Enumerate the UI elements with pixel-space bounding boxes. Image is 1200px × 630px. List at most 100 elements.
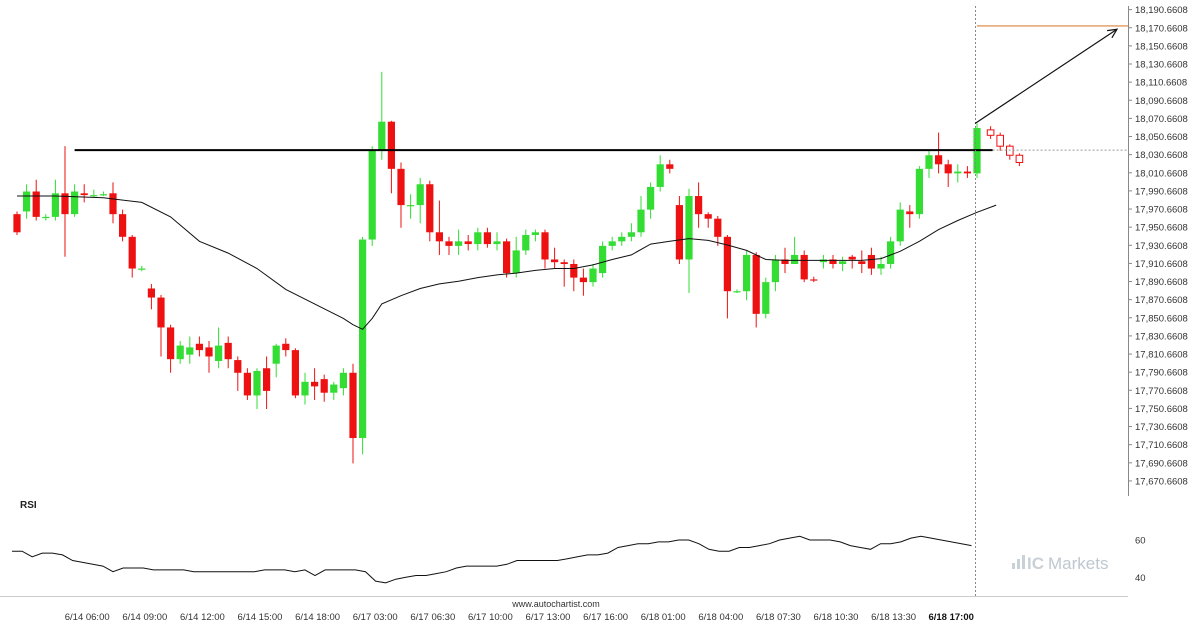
y-axis-ticks: 18,190.6608 18,170.6608 18,150.6608 18,130.… bbox=[1128, 5, 1188, 487]
candle-body bbox=[522, 235, 530, 251]
candle-body bbox=[685, 196, 693, 260]
candle-body bbox=[311, 381, 319, 387]
candle-body bbox=[733, 291, 741, 293]
x-axis-ticks: 6/14 06:00 6/14 09:00 6/14 12:00 6/14 15:00… bbox=[0, 596, 1128, 623]
candle-body bbox=[378, 121, 386, 151]
x-tick-label: 6/14 18:00 bbox=[295, 612, 340, 623]
candle-body bbox=[531, 232, 539, 236]
candle-body bbox=[128, 236, 136, 269]
x-tick-label: 6/17 06:30 bbox=[410, 612, 455, 623]
x-tick-label: 6/17 10:00 bbox=[468, 612, 513, 623]
candle-body bbox=[407, 205, 415, 207]
candle-body bbox=[119, 214, 127, 237]
candle-body bbox=[359, 239, 367, 439]
x-tick-label: 6/14 15:00 bbox=[238, 612, 283, 623]
y-tick-label: 17,930.6608 bbox=[1135, 241, 1188, 252]
y-tick-label: 17,910.6608 bbox=[1135, 259, 1188, 270]
candle-body bbox=[800, 254, 808, 280]
forecast-candle-body bbox=[986, 129, 995, 136]
forecast-candle-body bbox=[1015, 154, 1024, 163]
candle-body bbox=[176, 345, 184, 360]
x-tick-label: 6/14 09:00 bbox=[122, 612, 167, 623]
candle-body bbox=[147, 288, 155, 298]
candle-body bbox=[493, 241, 501, 245]
candle-body bbox=[695, 196, 703, 215]
y-tick-label: 17,890.6608 bbox=[1135, 277, 1188, 288]
y-tick-label: 17,710.6608 bbox=[1135, 440, 1188, 451]
candle-body bbox=[109, 193, 117, 215]
candle-body bbox=[243, 372, 251, 396]
candle-body bbox=[42, 216, 50, 219]
candle-body bbox=[608, 241, 616, 246]
candle-body bbox=[944, 164, 952, 174]
y-tick-label: 17,970.6608 bbox=[1135, 205, 1188, 216]
candle-body bbox=[627, 232, 635, 237]
candle-body bbox=[839, 261, 847, 265]
candle-body bbox=[234, 360, 242, 373]
candle-body bbox=[455, 241, 463, 246]
y-tick-label: 17,790.6608 bbox=[1135, 368, 1188, 379]
x-tick-label: 6/18 17:00 bbox=[928, 612, 973, 623]
candle-body bbox=[704, 214, 712, 219]
moving-average-line bbox=[17, 195, 997, 330]
candle-body bbox=[896, 209, 904, 242]
candle-body bbox=[723, 236, 731, 292]
candles-layer bbox=[13, 71, 981, 464]
rsi-tick-label: 60 bbox=[1135, 536, 1146, 547]
candle-body bbox=[435, 232, 443, 242]
y-tick-label: 18,150.6608 bbox=[1135, 41, 1188, 52]
candle-body bbox=[618, 236, 626, 242]
brand-logo: IC Markets bbox=[1012, 554, 1108, 573]
forecast-candle-body bbox=[1006, 145, 1014, 156]
candle-body bbox=[512, 250, 520, 274]
candle-body bbox=[205, 347, 213, 357]
candle-body bbox=[99, 194, 107, 196]
candle-body bbox=[23, 191, 31, 212]
candle-body bbox=[167, 327, 175, 360]
candle-body bbox=[935, 155, 943, 165]
y-tick-label: 18,130.6608 bbox=[1135, 60, 1188, 71]
y-tick-label: 18,110.6608 bbox=[1135, 78, 1187, 89]
x-tick-label: 6/18 04:00 bbox=[698, 612, 743, 623]
x-tick-label: 6/17 03:00 bbox=[353, 612, 398, 623]
candle-body bbox=[829, 259, 837, 265]
y-tick-label: 18,090.6608 bbox=[1135, 96, 1188, 107]
candle-body bbox=[90, 195, 98, 197]
x-tick-label: 6/18 01:00 bbox=[641, 612, 686, 623]
candle-body bbox=[810, 279, 818, 281]
candle-body bbox=[282, 343, 290, 351]
candle-body bbox=[387, 121, 395, 169]
candle-body bbox=[61, 193, 69, 215]
candle-body bbox=[71, 191, 79, 215]
candle-body bbox=[80, 193, 88, 196]
candle-body bbox=[656, 164, 664, 187]
candle-body bbox=[858, 261, 866, 265]
candle-body bbox=[589, 268, 597, 283]
candle-body bbox=[599, 245, 607, 274]
candle-body bbox=[675, 205, 683, 260]
x-tick-label: 6/17 13:00 bbox=[526, 612, 571, 623]
candle-body bbox=[349, 372, 357, 439]
candle-body bbox=[330, 384, 338, 393]
candle-body bbox=[51, 193, 59, 217]
candle-body bbox=[32, 191, 40, 217]
candle-body bbox=[503, 241, 511, 274]
rsi-line bbox=[12, 535, 972, 584]
overlays-layer bbox=[17, 6, 1128, 596]
y-tick-label: 18,050.6608 bbox=[1135, 132, 1188, 143]
candle-body bbox=[781, 259, 789, 265]
forecast-candle-body bbox=[996, 134, 1005, 147]
rsi-tick-label: 40 bbox=[1135, 573, 1146, 584]
y-tick-label: 18,030.6608 bbox=[1135, 150, 1188, 161]
bars-icon bbox=[1012, 555, 1025, 569]
y-tick-label: 17,750.6608 bbox=[1135, 404, 1188, 415]
candle-body bbox=[666, 164, 674, 169]
forecast-arrowhead-icon bbox=[1107, 28, 1119, 39]
rsi-panel: RSI 60 40 bbox=[12, 500, 1146, 584]
candle-body bbox=[186, 347, 194, 355]
y-tick-label: 18,170.6608 bbox=[1135, 23, 1188, 34]
candle-body bbox=[464, 241, 472, 245]
y-tick-label: 17,990.6608 bbox=[1135, 186, 1188, 197]
candle-body bbox=[867, 254, 875, 269]
